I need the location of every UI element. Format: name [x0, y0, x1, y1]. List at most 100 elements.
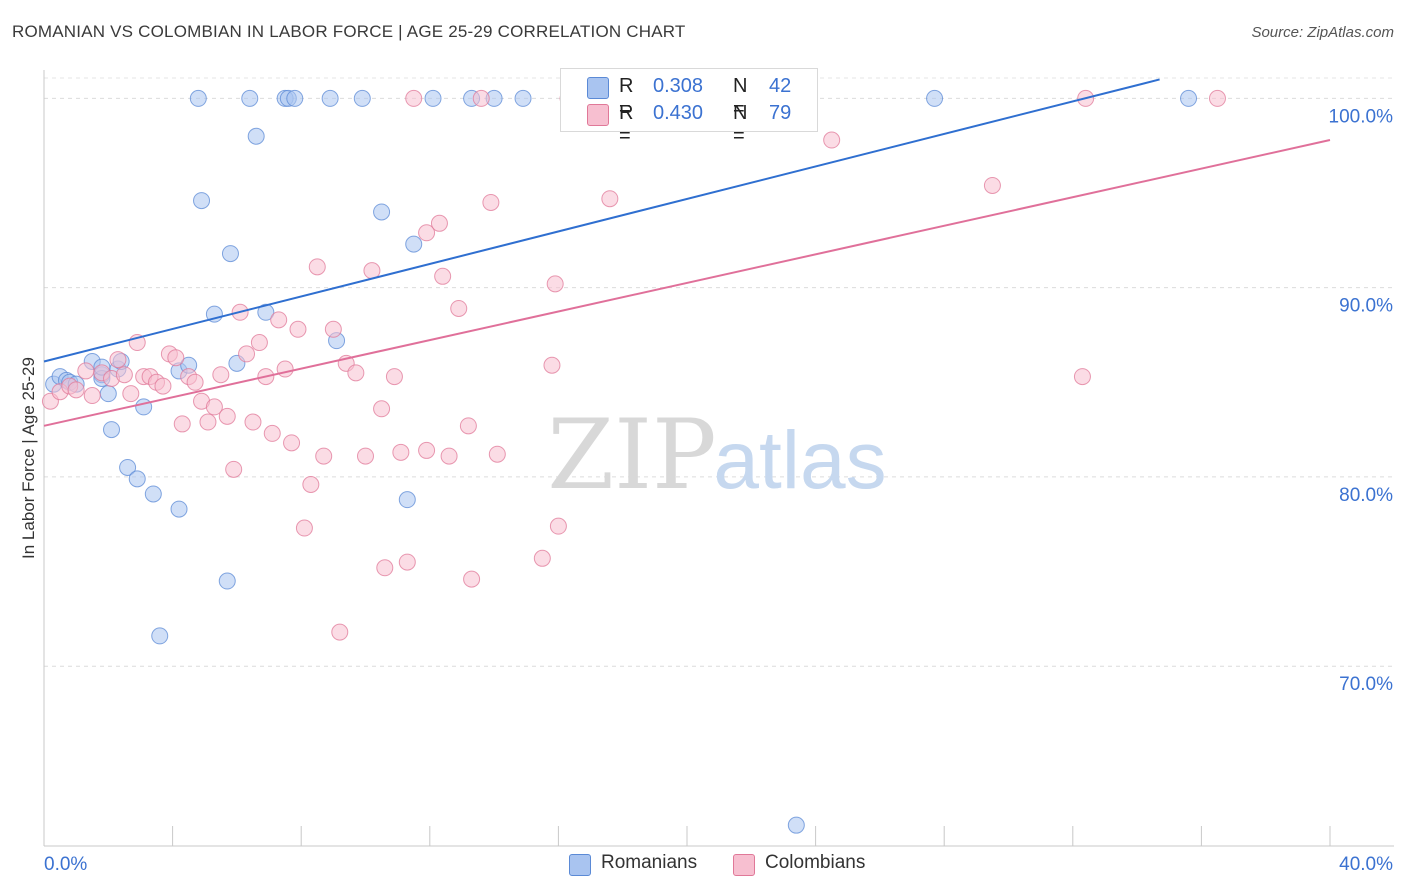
point-colombians: [983, 176, 1001, 194]
point-colombians: [385, 368, 403, 386]
point-colombians: [546, 275, 564, 293]
legend-r-label: R =: [619, 102, 634, 147]
point-colombians: [450, 299, 468, 317]
legend-swatch-colombians: [733, 854, 755, 876]
legend-r-value: 0.430: [653, 102, 704, 124]
watermark-atlas: atlas: [713, 415, 886, 506]
point-colombians: [289, 320, 307, 338]
point-colombians: [543, 356, 561, 374]
point-colombians: [225, 460, 243, 478]
point-colombians: [154, 377, 172, 395]
point-colombians: [434, 267, 452, 285]
point-colombians: [218, 407, 236, 425]
legend-n-value: 79: [769, 102, 792, 124]
point-colombians: [250, 334, 268, 352]
point-colombians: [263, 424, 281, 442]
y-tick-label: 80.0%: [1339, 485, 1393, 506]
point-colombians: [324, 320, 342, 338]
point-colombians: [357, 447, 374, 465]
point-colombians: [276, 360, 294, 378]
point-romanians: [128, 470, 146, 488]
chart-title: ROMANIAN VS COLOMBIAN IN LABOR FORCE | A…: [12, 22, 686, 41]
point-romanians: [514, 89, 532, 107]
point-colombians: [308, 258, 326, 276]
point-colombians: [601, 190, 619, 208]
point-colombians: [472, 89, 490, 107]
legend-n-label: N =: [733, 75, 748, 120]
point-colombians: [173, 415, 191, 433]
point-colombians: [270, 311, 288, 329]
trend-line-colombians: [43, 139, 1331, 427]
point-colombians: [376, 559, 394, 577]
point-colombians: [122, 385, 140, 403]
axis-labels: 70.0% 80.0% 90.0% 100.0% 0.0% 40.0% In Labor F…: [19, 106, 1393, 875]
point-romanians: [241, 89, 259, 107]
point-colombians: [459, 417, 477, 435]
watermark-zip: ZIP: [547, 399, 716, 511]
y-tick-label: 70.0%: [1339, 674, 1393, 695]
point-colombians: [238, 345, 256, 363]
point-romanians: [926, 89, 944, 107]
legend-n-value: 42: [769, 75, 792, 97]
point-colombians: [549, 517, 567, 535]
point-romanians: [247, 127, 265, 145]
legend-label-colombians: Colombians: [765, 852, 866, 873]
point-colombians: [823, 131, 841, 149]
point-romanians: [353, 89, 371, 107]
point-colombians: [430, 214, 448, 232]
point-colombians: [212, 366, 230, 384]
point-colombians: [244, 413, 262, 431]
point-colombians: [283, 434, 301, 452]
legend-label-romanians: Romanians: [601, 852, 698, 873]
legend-n-label: N =: [733, 102, 748, 147]
point-colombians: [205, 398, 223, 416]
point-colombians: [186, 373, 204, 391]
x-tick-label: 40.0%: [1339, 854, 1393, 875]
point-colombians: [67, 381, 85, 399]
point-romanians: [189, 89, 207, 107]
legend-r-value: 0.308: [653, 75, 704, 97]
point-romanians: [257, 303, 275, 321]
point-colombians: [463, 570, 481, 588]
point-romanians: [398, 491, 416, 509]
axes: [43, 70, 1394, 847]
point-colombians: [83, 387, 101, 405]
point-romanians: [221, 245, 239, 263]
point-colombians: [109, 351, 127, 369]
point-colombians: [405, 89, 423, 107]
point-romanians: [424, 89, 442, 107]
y-tick-label: 90.0%: [1339, 296, 1393, 317]
point-romanians: [151, 627, 169, 645]
x-tick-label: 0.0%: [44, 854, 87, 875]
point-romanians: [787, 816, 805, 834]
point-colombians: [1073, 368, 1091, 386]
point-romanians: [119, 458, 137, 476]
point-romanians: [135, 398, 153, 416]
point-colombians: [418, 224, 436, 242]
data-points: [41, 89, 1226, 834]
source-label: Source: ZipAtlas.com: [1251, 24, 1394, 41]
point-romanians: [170, 500, 188, 518]
point-romanians: [99, 385, 117, 403]
point-colombians: [302, 475, 320, 493]
point-colombians: [418, 441, 436, 459]
gridlines: [44, 77, 1394, 667]
point-colombians: [398, 553, 416, 571]
stats-legend: R = 0.308 N = 42 R = 0.430 N = 79: [560, 68, 818, 147]
point-colombians: [315, 447, 333, 465]
legend-r-label: R =: [619, 75, 634, 120]
y-axis-label: In Labor Force | Age 25-29: [19, 357, 38, 559]
point-romanians: [373, 203, 391, 221]
point-romanians: [286, 89, 304, 107]
point-colombians: [199, 413, 217, 431]
point-romanians: [1180, 89, 1198, 107]
trend-line-romanians: [43, 78, 1160, 363]
point-colombians: [482, 193, 500, 211]
point-colombians: [167, 349, 185, 367]
point-romanians: [321, 89, 339, 107]
y-tick-label: 100.0%: [1329, 106, 1394, 127]
point-colombians: [533, 549, 551, 567]
legend-swatch-romanians: [587, 77, 609, 99]
point-colombians: [77, 362, 95, 380]
